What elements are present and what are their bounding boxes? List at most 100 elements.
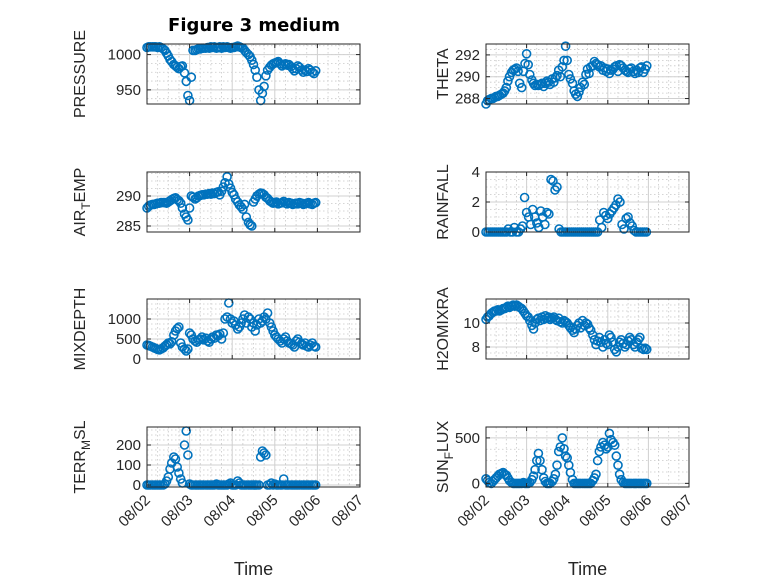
data-point — [172, 462, 182, 472]
data-point — [611, 451, 622, 461]
data-point — [310, 197, 321, 208]
x-tick-label: 08/07 — [328, 492, 367, 531]
data-point — [560, 451, 571, 461]
y-axis-label: MIXDEPTH — [72, 288, 89, 371]
data-point — [183, 344, 193, 354]
data-point — [604, 428, 615, 439]
axes-frame — [146, 426, 361, 488]
data-point — [602, 213, 613, 224]
y-axis-label: SUNFLUX — [435, 421, 456, 494]
data-point — [266, 197, 277, 207]
data-point — [557, 433, 568, 443]
y-tick-label: 290 — [455, 69, 480, 86]
y-axis-label: PRESSURE — [72, 30, 89, 118]
data-point — [492, 304, 503, 315]
data-point — [542, 207, 552, 218]
data-point — [640, 343, 651, 354]
data-point — [262, 308, 273, 318]
x-tick-label: 08/03 — [158, 492, 197, 531]
axes-frame — [146, 171, 361, 233]
data-point — [606, 332, 616, 343]
y-axis-label: THETA — [435, 48, 452, 100]
data-point — [552, 460, 562, 471]
data-point — [524, 69, 535, 80]
data-point — [623, 212, 633, 222]
data-point — [591, 469, 601, 480]
x-tick-label: 08/03 — [495, 492, 534, 531]
data-point — [218, 328, 229, 338]
data-point — [175, 198, 186, 208]
data-point — [641, 344, 652, 355]
subplot-terr-msl: 0 100 200 08/02 08/03 08/04 08/05 08/06 08/07 TER… — [72, 420, 367, 579]
data-point — [626, 334, 637, 345]
subplot-sun-flux: 0 500 08/02 08/03 08/04 08/05 08/06 08/07 SUNFLU… — [435, 421, 696, 579]
data-point — [528, 324, 539, 334]
data-point — [181, 346, 191, 356]
plot-area — [147, 427, 360, 487]
y-axis-label: AIRTEMP — [72, 168, 93, 237]
data-point — [239, 199, 250, 210]
data-point — [592, 455, 603, 466]
data-point — [241, 212, 252, 222]
y-tick-label: 0 — [133, 477, 141, 494]
figure-title: Figure 3 medium — [168, 15, 340, 36]
data-point — [562, 55, 573, 66]
data-point — [186, 72, 197, 82]
y-tick-label: 0 — [472, 475, 480, 492]
y-axis-label: H2OMIXRA — [435, 287, 452, 371]
y-tick-label: 0 — [133, 351, 141, 368]
y-tick-label: 288 — [455, 91, 480, 108]
y-tick-label: 500 — [116, 331, 141, 348]
x-tick-label: 08/07 — [657, 492, 696, 531]
data-point — [261, 71, 271, 81]
data-point — [525, 219, 536, 230]
subplot-mixdepth: 0 500 1000 MIXDEPTH — [72, 288, 361, 371]
data-point — [638, 344, 649, 355]
data-point — [247, 221, 257, 231]
y-tick-label: 0 — [472, 224, 480, 241]
y-axis-label: RAINFALL — [435, 164, 452, 240]
x-tick-label: 08/05 — [576, 492, 615, 531]
axes-frame — [146, 43, 361, 105]
data-point — [560, 41, 571, 52]
data-point — [169, 452, 179, 462]
plot-area — [486, 427, 689, 487]
data-point — [544, 209, 554, 219]
data-point — [579, 79, 590, 90]
y-tick-label: 1000 — [108, 47, 141, 64]
data-point — [220, 314, 230, 324]
y-tick-label: 10 — [463, 315, 480, 332]
data-point — [179, 440, 190, 450]
y-tick-label: 290 — [116, 188, 141, 205]
data-point — [563, 69, 574, 80]
data-point — [601, 338, 612, 349]
data-point — [172, 323, 182, 334]
x-tick-label: 08/02 — [454, 492, 493, 531]
y-tick-label: 292 — [455, 47, 480, 64]
data-point — [183, 90, 193, 101]
data-point — [594, 332, 605, 343]
data-point — [530, 464, 540, 475]
data-point — [183, 450, 193, 460]
data-point — [243, 312, 254, 322]
data-point — [641, 61, 652, 71]
x-tick-label: 08/06 — [617, 492, 656, 531]
y-tick-label: 500 — [455, 430, 480, 447]
subplot-air-temp: 285 290 AIRTEMP — [72, 168, 361, 237]
data-point — [261, 450, 271, 460]
data-point — [282, 199, 293, 209]
data-point — [259, 448, 269, 458]
data-point — [535, 455, 545, 466]
y-tick-label: 200 — [116, 437, 141, 454]
data-point — [174, 322, 184, 332]
data-point — [310, 66, 321, 76]
x-tick-label: 08/04 — [200, 492, 239, 531]
data-point — [179, 344, 190, 354]
data-point — [501, 82, 512, 93]
data-point — [277, 197, 287, 208]
data-point — [245, 220, 255, 230]
data-point — [513, 66, 523, 77]
data-point — [179, 68, 190, 78]
data-point — [577, 77, 588, 87]
x-tick-label: 08/02 — [115, 492, 154, 531]
